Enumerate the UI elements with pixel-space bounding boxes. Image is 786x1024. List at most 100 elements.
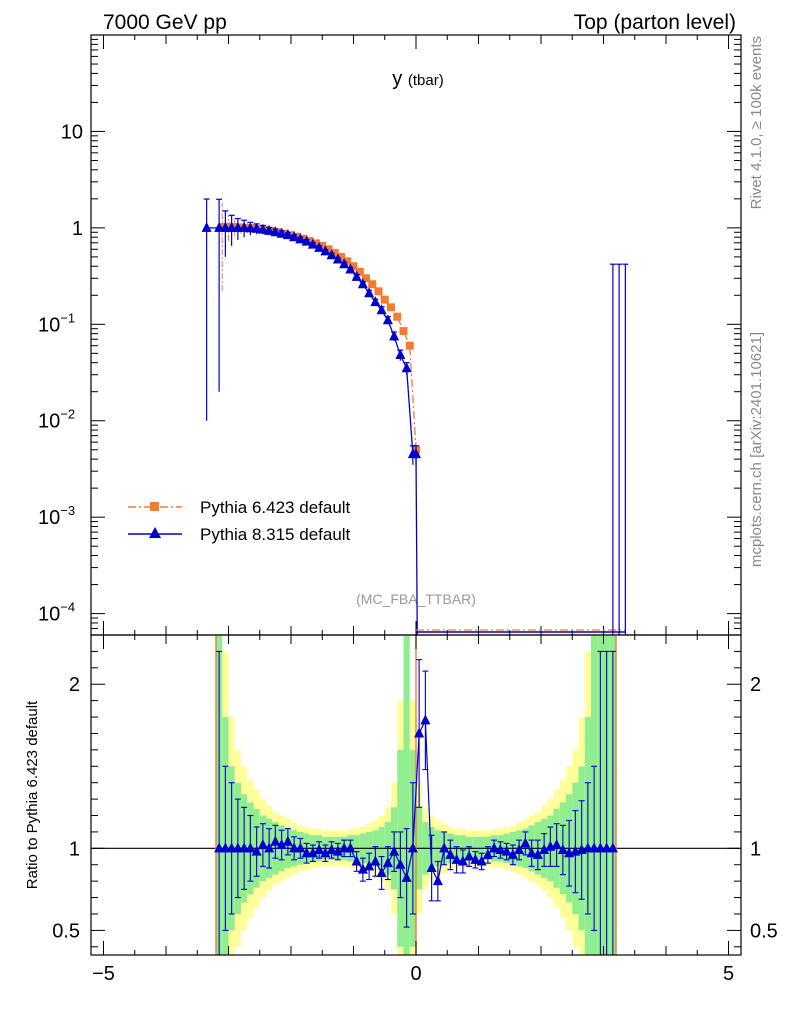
analysis-tag: (MC_FBA_TTBAR) — [356, 591, 476, 607]
pythia6-point — [349, 262, 358, 271]
ratio-pythia8-point — [539, 843, 550, 854]
pythia6-point — [318, 241, 327, 250]
legend: Pythia 6.423 default Pythia 8.315 defaul… — [128, 498, 351, 544]
ratio-y-tick-label-right: 0.5 — [750, 920, 778, 942]
pythia8-point — [339, 258, 350, 269]
pythia8-point — [395, 349, 406, 360]
pythia8-point — [332, 253, 343, 264]
tick-label-exponent: −1 — [60, 310, 75, 325]
ratio-pythia8-point — [457, 855, 468, 866]
legend-pythia8-label: Pythia 8.315 default — [200, 525, 351, 544]
pythia8-point — [351, 270, 362, 281]
x-tick-label: 5 — [723, 963, 734, 985]
pythia8-line — [206, 227, 416, 455]
pythia8-point — [357, 278, 368, 289]
ratio-pythia8-point — [364, 860, 375, 871]
ratio-pythia8-point — [257, 839, 268, 850]
ratio-pythia8-point — [557, 843, 568, 854]
x-tick-label: −5 — [92, 963, 115, 985]
pythia6-point — [268, 226, 277, 235]
pythia6-point — [399, 327, 408, 336]
legend-pythia8-marker — [149, 527, 161, 538]
tick-label-exponent: −4 — [60, 600, 75, 615]
pythia6-point — [230, 223, 239, 232]
ratio-pythia8-point — [464, 850, 475, 861]
main-panel: y (tbar) (MC_FBA_TTBAR) 10−410−310−210−1… — [38, 34, 742, 636]
main-y-tick-label: 1 — [72, 218, 83, 240]
legend-pythia6-label: Pythia 6.423 default — [200, 498, 351, 517]
main-y-tick-label: 10−2 — [38, 407, 75, 433]
pythia8-point — [289, 231, 300, 242]
pythia8-point — [401, 362, 412, 373]
pythia8-point — [307, 238, 318, 249]
pythia8-point — [389, 330, 400, 341]
pythia8-point — [276, 227, 287, 238]
ratio-band-inner — [403, 635, 410, 955]
rivet-label: Rivet 4.1.0, ≥ 100k events — [748, 36, 765, 209]
x-tick-label: 0 — [410, 963, 421, 985]
ratio-pythia8-point — [395, 858, 406, 869]
ratio-pythia8-point — [345, 842, 356, 853]
ratio-pythia8-point — [607, 842, 618, 853]
ratio-pythia8-point — [445, 848, 456, 859]
ratio-pythia8-point — [276, 839, 287, 850]
ratio-pythia8-point — [370, 855, 381, 866]
pythia6-point — [330, 248, 339, 257]
pythia8-point — [301, 235, 312, 246]
tick-label-exponent: −3 — [60, 503, 75, 518]
pythia6-point — [405, 341, 414, 350]
pythia6-point — [287, 231, 295, 240]
pythia6-point — [218, 223, 227, 232]
ratio-pythia8-point — [326, 843, 337, 854]
ratio-pythia8-point — [270, 835, 281, 846]
ratio-pythia8-point — [251, 845, 262, 856]
pythia6-point — [362, 274, 370, 283]
pythia6-point — [374, 287, 383, 296]
ratio-y-tick-label: 0.5 — [52, 920, 80, 942]
tick-label-exponent: −2 — [60, 407, 75, 422]
pythia6-point — [299, 234, 308, 243]
ratio-pythia8-point — [401, 871, 412, 882]
ratio-y-tick-label: 2 — [69, 674, 80, 696]
pythia6-point — [355, 267, 364, 276]
tick-label-base: 10 — [38, 411, 60, 433]
ratio-pythia8-point — [501, 845, 512, 856]
pythia6-point — [393, 312, 402, 321]
ratio-panel: 0.5 0.5 1 1 2 2 −5 0 5 Ratio to Pythia 6.423 de… — [24, 634, 778, 985]
ratio-pythia8-point — [507, 848, 518, 859]
ratio-pythia8-point — [376, 866, 387, 877]
pythia8-point — [264, 224, 275, 235]
pythia6-point — [380, 295, 389, 304]
ratio-y-tick-label-right: 2 — [750, 674, 761, 696]
ratio-pythia8-point — [476, 855, 487, 866]
pythia6-point — [280, 229, 289, 238]
pythia8-point — [382, 314, 393, 325]
main-data-layer — [201, 198, 629, 636]
ratio-pythia8-point — [389, 845, 400, 856]
ratio-pythia8-point — [407, 842, 418, 853]
ratio-pythia8-point — [307, 847, 318, 858]
ratio-pythia8-point — [520, 837, 531, 848]
pythia6-point — [293, 232, 302, 241]
tick-label-base: 10 — [38, 507, 60, 529]
main-plot-title-var: y — [392, 68, 402, 90]
ratio-pythia8-point — [451, 853, 462, 864]
pythia6-point — [312, 239, 320, 248]
ratio-ylabel: Ratio to Pythia 6.423 default — [24, 700, 41, 889]
mcplots-label: mcplots.cern.ch [arXiv:2401.10621] — [748, 332, 765, 567]
pythia6-point — [368, 280, 377, 289]
ratio-y-tick-label: 1 — [69, 838, 80, 860]
pythia8-point — [295, 233, 306, 244]
pythia6-point — [224, 222, 233, 231]
ratio-pythia8-point — [264, 842, 275, 853]
ratio-y-ticks: 0.5 0.5 1 1 2 2 — [52, 650, 778, 948]
ratio-frame — [90, 634, 742, 956]
main-y-tick-label: 10−4 — [38, 600, 75, 626]
ratio-pythia8-point — [551, 839, 562, 850]
ratio-pythia8-point — [332, 845, 343, 856]
pythia8-point — [282, 229, 293, 240]
pythia8-point — [345, 263, 356, 274]
pythia6-point — [305, 237, 314, 246]
